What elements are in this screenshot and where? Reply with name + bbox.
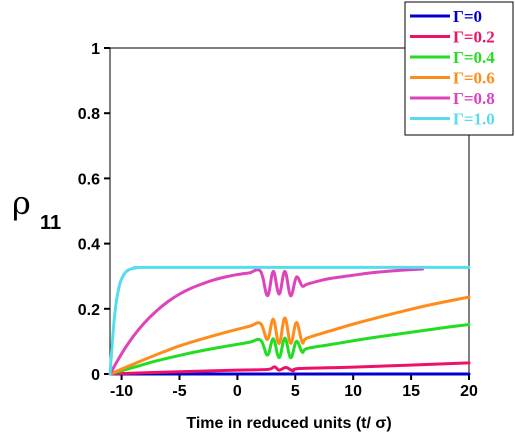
y-tick-label: 0.4 xyxy=(78,237,100,254)
legend-entry-label: Γ=0.2 xyxy=(453,28,495,47)
x-tick-label: 20 xyxy=(460,383,478,400)
series-line-1 xyxy=(108,361,471,376)
legend-box xyxy=(404,1,514,136)
x-tick-label: -10 xyxy=(110,383,133,400)
x-tick-label: 0 xyxy=(233,383,242,400)
y-tick-label: 0.2 xyxy=(78,302,100,319)
legend-entry-label: Γ=0.6 xyxy=(453,69,495,88)
legend-entry-label: Γ=0 xyxy=(453,7,482,26)
legend-entry-label: Γ=0.4 xyxy=(453,48,495,67)
legend-entry-label: Γ=0.8 xyxy=(453,89,495,108)
series-line-5 xyxy=(108,265,471,376)
x-tick-label: 10 xyxy=(344,383,362,400)
x-tick-label: 15 xyxy=(402,383,420,400)
y-tick-label: 0 xyxy=(91,367,100,384)
series-line-3 xyxy=(108,295,471,376)
x-tick-label: 5 xyxy=(291,383,300,400)
y-tick-label: 0.8 xyxy=(78,106,100,123)
y-tick-label: 0.6 xyxy=(78,171,100,188)
y-axis-symbol: ρ xyxy=(12,184,31,222)
series-line-2 xyxy=(108,322,471,376)
y-axis-subscript: 11 xyxy=(40,212,61,234)
series-line-4 xyxy=(108,267,425,376)
x-tick-label: -5 xyxy=(172,383,186,400)
legend-entry-label: Γ=1.0 xyxy=(453,110,495,129)
x-axis-title: Time in reduced units (t/ σ) xyxy=(186,415,391,432)
y-tick-label: 1 xyxy=(91,41,100,58)
